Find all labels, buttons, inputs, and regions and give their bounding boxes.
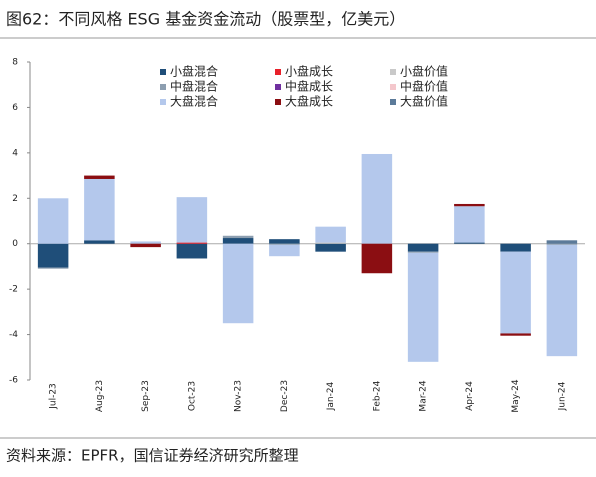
legend-label: 小盘混合 xyxy=(170,64,218,79)
y-tick-label: -2 xyxy=(9,285,18,295)
bar-segment xyxy=(37,267,69,269)
bar-segment xyxy=(222,235,254,239)
bar-segment xyxy=(176,242,208,244)
bar-segment xyxy=(315,226,346,243)
x-tick-label: Jun-24 xyxy=(557,381,567,411)
legend-swatch xyxy=(275,69,281,75)
x-tick-label: Jan-24 xyxy=(326,381,336,411)
y-tick-label: -6 xyxy=(9,376,18,386)
bar-segment xyxy=(37,243,69,268)
bar-segment xyxy=(84,175,115,179)
legend-swatch xyxy=(390,99,396,105)
bar-segment xyxy=(500,243,531,252)
legend-label: 小盘价值 xyxy=(400,64,448,79)
bar-segment xyxy=(269,243,300,245)
x-tick-label: May-24 xyxy=(511,379,521,412)
x-tick-label: Sep-23 xyxy=(141,380,151,412)
bar-segment xyxy=(176,243,208,259)
legend-label: 大盘价值 xyxy=(400,94,448,109)
bar-segment xyxy=(407,251,439,253)
bar-segment xyxy=(222,238,254,244)
x-tick-label: Apr-24 xyxy=(465,381,475,411)
legend-swatch xyxy=(390,84,396,90)
x-tick-label: Feb-24 xyxy=(372,380,382,411)
legend-swatch xyxy=(275,84,281,90)
x-tick-label: Mar-24 xyxy=(419,380,429,411)
legend-swatch xyxy=(160,69,166,75)
bar-segment xyxy=(546,240,578,244)
legend-label: 大盘混合 xyxy=(170,94,218,109)
y-tick-label: -4 xyxy=(9,330,18,340)
bar-segment xyxy=(454,242,485,244)
bar-segment xyxy=(407,252,439,362)
legend-swatch xyxy=(390,69,396,75)
bar-segment xyxy=(84,240,115,244)
bar-segment xyxy=(546,243,578,245)
bar-segment xyxy=(546,244,578,357)
bar-segment xyxy=(361,153,393,244)
bar-segment xyxy=(130,241,161,244)
x-tick-label: Dec-23 xyxy=(280,380,290,412)
x-tick-label: Nov-23 xyxy=(234,380,244,412)
bar-segment xyxy=(500,333,531,336)
bar-segment xyxy=(454,203,485,207)
legend-swatch xyxy=(160,84,166,90)
bar-segment xyxy=(500,251,531,334)
legend-swatch xyxy=(275,99,281,105)
y-tick-label: 0 xyxy=(12,239,18,249)
bar-segment xyxy=(269,244,300,257)
bar-segment xyxy=(37,198,69,244)
legend-label: 中盘混合 xyxy=(170,79,218,94)
y-tick-label: 8 xyxy=(12,58,18,68)
legend-label: 中盘价值 xyxy=(400,79,448,94)
bar-segment xyxy=(269,239,300,244)
y-tick-label: 2 xyxy=(12,194,18,204)
y-tick-label: 6 xyxy=(12,103,18,113)
x-tick-label: Oct-23 xyxy=(187,381,197,411)
bar-segment xyxy=(222,243,254,324)
bar-segment xyxy=(407,243,439,252)
y-tick-label: 4 xyxy=(12,148,18,158)
bar-segment xyxy=(130,243,161,248)
bar-segment xyxy=(84,178,115,241)
bar-segment xyxy=(176,197,208,243)
legend-swatch xyxy=(160,99,166,105)
x-tick-label: Aug-23 xyxy=(95,380,105,412)
x-tick-label: Jul-23 xyxy=(49,383,59,410)
legend-label: 大盘成长 xyxy=(285,94,333,109)
legend-label: 中盘成长 xyxy=(285,79,333,94)
bar-segment xyxy=(315,243,346,252)
bar-segment xyxy=(315,242,346,244)
chart-title: 图62：不同风格 ESG 基金资金流动（股票型，亿美元） xyxy=(6,10,405,29)
legend-label: 小盘成长 xyxy=(285,64,333,79)
bar-segment xyxy=(361,243,393,274)
source-note: 资料来源：EPFR，国信证券经济研究所整理 xyxy=(6,447,299,465)
bar-segment xyxy=(454,206,485,243)
